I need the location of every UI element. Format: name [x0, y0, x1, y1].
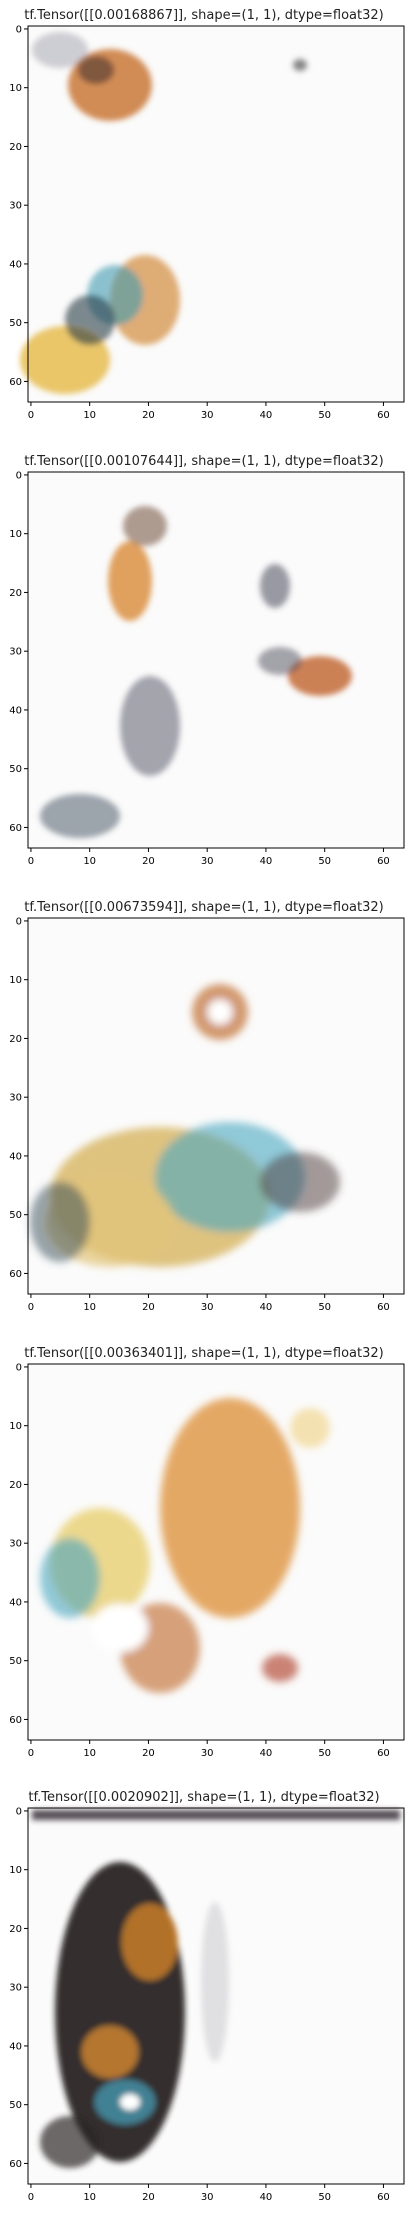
y-tick-label: 60	[9, 1715, 22, 1726]
x-tick-label: 0	[28, 2192, 34, 2203]
x-tick-label: 60	[377, 1748, 390, 1759]
plot-area: 0 10 20 30 40 50 60 0 10 20 30 40 50 60	[9, 24, 405, 421]
x-tick-label: 20	[142, 2192, 155, 2203]
y-tick-label: 30	[9, 1539, 22, 1550]
x-tick-label: 30	[201, 1748, 214, 1759]
x-tick-label: 0	[28, 1748, 34, 1759]
plot-area: 0 10 20 30 40 50 60 0 10 20 30 40 50 60	[9, 1806, 405, 2203]
x-tick-label: 30	[201, 856, 214, 867]
generated-image	[30, 984, 340, 1267]
image-frame	[27, 917, 405, 1295]
x-tick-label: 20	[142, 856, 155, 867]
x-tick-label: 0	[28, 410, 34, 421]
x-tick-label: 60	[377, 2192, 390, 2203]
x-tick-label: 10	[83, 1302, 96, 1313]
y-tick-label: 60	[9, 377, 22, 388]
y-tick-label: 0	[16, 24, 22, 35]
x-tick-label: 20	[142, 1302, 155, 1313]
y-tick-label: 10	[9, 975, 22, 986]
panel-title: tf.Tensor([[0.00673594]], shape=(1, 1), …	[24, 900, 384, 915]
y-tick-label: 60	[9, 823, 22, 834]
y-tick-label: 50	[9, 1210, 22, 1221]
y-tick-label: 40	[9, 2041, 22, 2052]
image-frame	[27, 471, 405, 849]
figure-panel-4: tf.Tensor([[0.00363401]], shape=(1, 1), …	[0, 1338, 408, 1778]
panel-title: tf.Tensor([[0.00363401]], shape=(1, 1), …	[24, 1346, 384, 1361]
x-tick-label: 40	[260, 410, 273, 421]
x-tick-label: 10	[83, 1748, 96, 1759]
panel-title: tf.Tensor([[0.00168867]], shape=(1, 1), …	[24, 8, 384, 23]
y-tick-label: 40	[9, 705, 22, 716]
y-tick-label: 30	[9, 1093, 22, 1104]
figure-panel-1: tf.Tensor([[0.00168867]], shape=(1, 1), …	[0, 0, 408, 440]
y-tick-label: 0	[16, 1362, 22, 1373]
x-tick-label: 20	[142, 1748, 155, 1759]
x-tick-label: 0	[28, 1302, 34, 1313]
image-background	[28, 472, 404, 848]
x-tick-label: 50	[318, 856, 331, 867]
x-tick-label: 40	[260, 1302, 273, 1313]
y-tick-label: 60	[9, 2159, 22, 2170]
y-tick-label: 50	[9, 1656, 22, 1667]
plot-area: 0 10 20 30 40 50 60 0 10 20 30 40 50 60	[9, 1362, 405, 1759]
image-frame	[27, 25, 405, 403]
x-tick-label: 60	[377, 856, 390, 867]
y-tick-label: 50	[9, 318, 22, 329]
x-tick-label: 60	[377, 1302, 390, 1313]
x-tick-label: 30	[201, 410, 214, 421]
x-tick-label: 20	[142, 410, 155, 421]
panel-title: tf.Tensor([[0.00107644]], shape=(1, 1), …	[24, 454, 384, 469]
y-tick-label: 20	[9, 1924, 22, 1935]
y-tick-label: 0	[16, 1806, 22, 1817]
plot-area: 0 10 20 30 40 50 60 0 10 20 30 40 50 60	[9, 916, 405, 1313]
x-tick-label: 60	[377, 410, 390, 421]
x-tick-label: 50	[318, 1748, 331, 1759]
x-tick-label: 40	[260, 1748, 273, 1759]
y-tick-label: 20	[9, 1480, 22, 1491]
x-tick-label: 50	[318, 1302, 331, 1313]
figure-panel-5: tf.Tensor([[0.0020902]], shape=(1, 1), d…	[0, 1782, 408, 2222]
y-tick-label: 50	[9, 764, 22, 775]
image-frame	[27, 1363, 405, 1741]
y-tick-label: 40	[9, 1597, 22, 1608]
x-tick-label: 30	[201, 1302, 214, 1313]
x-tick-label: 50	[318, 2192, 331, 2203]
x-tick-label: 40	[260, 2192, 273, 2203]
y-tick-label: 10	[9, 1865, 22, 1876]
y-tick-label: 0	[16, 470, 22, 481]
generated-image	[20, 32, 307, 394]
image-frame	[27, 1807, 405, 2185]
x-tick-label: 10	[83, 856, 96, 867]
plot-area: 0 10 20 30 40 50 60 0 10 20 30 40 50 60	[9, 470, 405, 867]
y-tick-label: 60	[9, 1269, 22, 1280]
y-tick-label: 10	[9, 1421, 22, 1432]
x-tick-label: 0	[28, 856, 34, 867]
y-tick-label: 20	[9, 1034, 22, 1045]
y-tick-label: 30	[9, 647, 22, 658]
x-tick-label: 50	[318, 410, 331, 421]
x-tick-label: 10	[83, 410, 96, 421]
y-tick-label: 30	[9, 201, 22, 212]
panel-title: tf.Tensor([[0.0020902]], shape=(1, 1), d…	[28, 1790, 380, 1805]
y-tick-label: 20	[9, 588, 22, 599]
y-tick-label: 30	[9, 1983, 22, 1994]
y-tick-label: 40	[9, 259, 22, 270]
generated-image	[32, 1810, 400, 2168]
y-tick-label: 40	[9, 1151, 22, 1162]
y-tick-label: 0	[16, 916, 22, 927]
figure-panel-3: tf.Tensor([[0.00673594]], shape=(1, 1), …	[0, 892, 408, 1332]
y-tick-label: 50	[9, 2100, 22, 2111]
x-tick-label: 30	[201, 2192, 214, 2203]
x-tick-label: 10	[83, 2192, 96, 2203]
x-tick-label: 40	[260, 856, 273, 867]
y-tick-label: 20	[9, 142, 22, 153]
generated-image	[40, 506, 352, 838]
generated-image	[40, 1398, 330, 1693]
figure-panel-2: tf.Tensor([[0.00107644]], shape=(1, 1), …	[0, 446, 408, 886]
y-tick-label: 10	[9, 83, 22, 94]
y-tick-label: 10	[9, 529, 22, 540]
